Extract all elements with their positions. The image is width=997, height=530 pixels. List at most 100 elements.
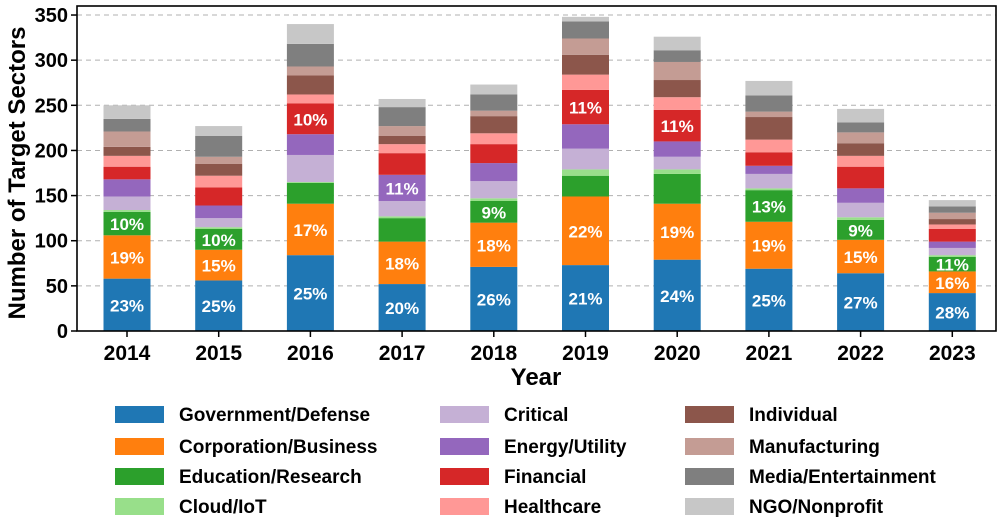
- legend-swatch: [440, 498, 489, 515]
- bar-segment: [653, 61, 701, 81]
- bar-segment: [745, 165, 793, 174]
- legend-label: Critical: [504, 405, 568, 426]
- bar-segment: [378, 144, 426, 154]
- bar-segment: [378, 107, 426, 127]
- bar-segment: [286, 182, 334, 183]
- legend-item: Media/Entertainment: [685, 467, 937, 488]
- bar-segment: [745, 190, 793, 222]
- bar-value-label: 25%: [752, 291, 786, 310]
- bar-value-label: 13%: [752, 197, 786, 216]
- legend-item: Cloud/IoT: [115, 497, 267, 518]
- x-tick-label: 2021: [746, 342, 793, 365]
- legend-swatch: [115, 406, 164, 423]
- x-tick-label: 2019: [562, 342, 609, 365]
- bar-segment: [928, 228, 976, 242]
- bar-segment: [562, 148, 609, 170]
- bar-value-label: 11%: [936, 256, 969, 275]
- bar-segment: [745, 117, 793, 140]
- bar-value-label: 10%: [202, 231, 236, 250]
- bar-segment: [103, 105, 151, 119]
- bar-segment: [103, 196, 151, 211]
- bar-segment: [653, 80, 701, 98]
- legend-item: NGO/Nonprofit: [685, 497, 884, 518]
- bar-segment: [928, 219, 976, 225]
- bar-segment: [562, 169, 609, 176]
- x-tick-label: 2018: [470, 342, 517, 365]
- legend-item: Manufacturing: [685, 437, 880, 458]
- bar-segment: [653, 259, 701, 331]
- legend-item: Financial: [440, 467, 586, 488]
- bar-segment: [653, 141, 701, 157]
- bar-value-label: 19%: [660, 223, 694, 242]
- bar-segment: [928, 212, 976, 220]
- bar-segment: [562, 74, 609, 90]
- legend-swatch: [685, 406, 734, 423]
- legend-swatch: [685, 498, 734, 515]
- legend-swatch: [440, 468, 489, 485]
- bar-segment: [286, 24, 334, 44]
- bar-segment: [195, 126, 243, 136]
- bar-segment: [837, 239, 885, 274]
- bar-segment: [837, 273, 885, 331]
- bar-segment: [745, 188, 793, 191]
- bar-value-label: 9%: [848, 221, 873, 240]
- bar-segment: [653, 36, 701, 51]
- bar-segment: [837, 166, 885, 189]
- legend-swatch: [440, 438, 489, 455]
- bar-segment: [928, 224, 976, 229]
- bar-segment: [470, 222, 518, 267]
- legend-swatch: [115, 468, 164, 485]
- bar-segment: [286, 75, 334, 95]
- bar-segment: [378, 218, 426, 242]
- bar-segment: [103, 155, 151, 167]
- bar-value-label: 26%: [477, 290, 511, 309]
- bar-segment: [103, 210, 151, 212]
- legend-item: Critical: [440, 405, 568, 426]
- bar-segment: [103, 278, 151, 331]
- bar-value-label: 23%: [110, 296, 144, 315]
- bar-segment: [103, 179, 151, 197]
- bar-value-label: 20%: [385, 299, 419, 318]
- legend-label: Individual: [749, 405, 838, 426]
- legend-item: Corporation/Business: [115, 437, 377, 458]
- bar-segment: [286, 103, 334, 135]
- legend-label: Cloud/IoT: [179, 497, 267, 518]
- bar-segment: [378, 98, 426, 108]
- x-axis-label: Year: [511, 364, 562, 391]
- bar-segment: [837, 108, 885, 123]
- bar-segment: [837, 219, 885, 240]
- bar-segment: [653, 156, 701, 170]
- bar-segment: [470, 110, 518, 117]
- bar-segment: [195, 156, 243, 164]
- bar-value-label: 28%: [935, 304, 969, 323]
- bar-value-label: 18%: [477, 236, 511, 255]
- bar-segment: [928, 206, 976, 213]
- legend-label: Energy/Utility: [504, 437, 627, 458]
- bar-segment: [653, 173, 701, 204]
- y-tick-label: 50: [46, 276, 68, 298]
- bar-segment: [286, 255, 334, 331]
- legend-swatch: [685, 468, 734, 485]
- bar-segment: [653, 97, 701, 110]
- bar-segment: [286, 134, 334, 155]
- bar-segment: [928, 271, 976, 294]
- bar-segment: [195, 218, 243, 228]
- bar-segment: [195, 227, 243, 229]
- bar-segment: [837, 188, 885, 203]
- bar-segment: [745, 173, 793, 189]
- bar-segment: [837, 202, 885, 218]
- bar-segment: [103, 166, 151, 180]
- bar-value-label: 11%: [386, 179, 419, 198]
- y-tick-label: 350: [35, 5, 68, 27]
- bar-segment: [837, 217, 885, 220]
- bar-segment: [195, 175, 243, 188]
- plot-frame: [76, 5, 997, 332]
- bar-segment: [470, 266, 518, 331]
- bar-segment: [286, 203, 334, 256]
- bar-segment: [562, 16, 609, 22]
- bar-segment: [103, 235, 151, 279]
- bar-segment: [562, 124, 609, 149]
- bar-segment: [745, 221, 793, 269]
- bar-segment: [653, 169, 701, 174]
- bar-value-label: 17%: [293, 221, 327, 240]
